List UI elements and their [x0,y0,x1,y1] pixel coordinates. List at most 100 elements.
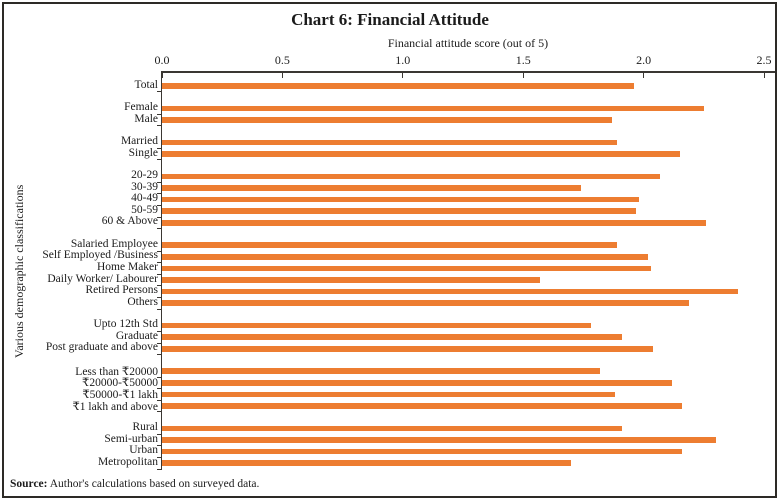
category-label: Less than ₹20000 [75,365,158,378]
category-tick [157,411,161,413]
category-tick [157,445,161,447]
category-label: Metropolitan [97,455,158,468]
bar [162,322,591,329]
bar [162,151,680,157]
x-tick-label: 2.5 [756,53,772,67]
category-tick [157,273,161,275]
bar [162,265,651,272]
category-tick [157,456,161,458]
category-label: Upto 12th Std [93,318,158,331]
category-tick [157,308,161,310]
category-tick [157,216,161,218]
chart-title: Chart 6: Financial Attitude [291,10,489,29]
x-tick-label: 1.5 [515,53,531,67]
bar [162,346,654,352]
category-tick [157,159,161,161]
bar [162,173,661,180]
bar [162,380,673,386]
x-tick-label: 0.5 [274,53,290,67]
bar [162,460,572,466]
y-axis-line [161,71,162,470]
category-tick [157,433,161,435]
x-axis-title: Financial attitude score (out of 5) [387,36,549,50]
source-label: Source: [10,478,48,490]
category-tick [157,388,161,390]
x-tick-mark [763,73,765,78]
category-label: Married [120,134,158,147]
category-label: Post graduate and above [45,341,158,354]
category-label: Total [134,78,158,91]
category-tick [157,262,161,264]
source-note: Source: Author's calculations based on s… [10,478,259,490]
category-tick [157,354,161,356]
bar [162,300,690,306]
category-tick [157,147,161,149]
category-tick [157,228,161,230]
category-label: Daily Worker/ Labourer [47,272,158,285]
category-label: Single [128,146,158,159]
category-tick [157,204,161,206]
category-tick [157,399,161,401]
category-label: Graduate [115,329,158,342]
bar [162,208,637,214]
category-tick [157,468,161,470]
bar [162,425,622,432]
source-text: Author's calculations based on surveyed … [47,478,260,490]
category-tick [157,250,161,252]
bar [162,437,716,443]
bar [162,288,738,295]
category-tick [157,91,161,93]
category-tick [157,296,161,298]
bar [162,254,649,260]
category-label: Others [127,295,158,308]
category-label: Salaried Employee [70,237,158,250]
category-label: 50-59 [131,203,158,216]
category-label: Urban [129,444,158,457]
category-label: Home Maker [97,260,158,273]
bar [162,368,601,374]
category-tick [157,193,161,195]
category-tick [157,330,161,332]
bar [162,391,615,398]
category-tick [157,113,161,115]
x-tick-mark [402,73,404,78]
bar [162,196,639,203]
category-label: 40-49 [131,192,158,205]
bar [162,185,581,191]
category-label: Female [124,100,158,113]
category-label: Semi-urban [104,432,158,445]
x-tick-mark [281,73,283,78]
bar [162,83,634,89]
bar [162,139,618,146]
category-label: ₹50000-₹1 lakh [82,388,158,401]
category-label: Self Employed /Business [42,249,158,262]
bar [162,220,707,226]
category-label: 30-39 [131,180,158,193]
y-axis-title: Various demographic classifications [12,184,26,358]
category-tick [157,125,161,127]
category-label: ₹20000-₹50000 [82,377,158,390]
x-axis-line [162,71,775,73]
category-label: Male [134,112,158,125]
bar [162,105,704,112]
x-tick-label: 0.0 [154,53,170,67]
category-label: ₹1 lakh and above [72,400,158,413]
category-label: Retired Persons [85,284,158,297]
x-tick-mark [522,73,524,78]
category-tick [157,342,161,344]
x-tick-label: 1.0 [395,53,411,67]
bar [162,334,622,340]
bar [162,242,618,248]
x-tick-mark [161,73,163,78]
bar [162,403,683,409]
x-tick-mark [643,73,645,78]
category-tick [157,285,161,287]
category-label: Rural [132,420,158,433]
x-tick-label: 2.0 [636,53,652,67]
bar [162,448,683,455]
bar [162,117,613,123]
category-tick [157,181,161,183]
category-label: 20-29 [131,168,158,181]
category-label: 60 & Above [101,215,158,228]
